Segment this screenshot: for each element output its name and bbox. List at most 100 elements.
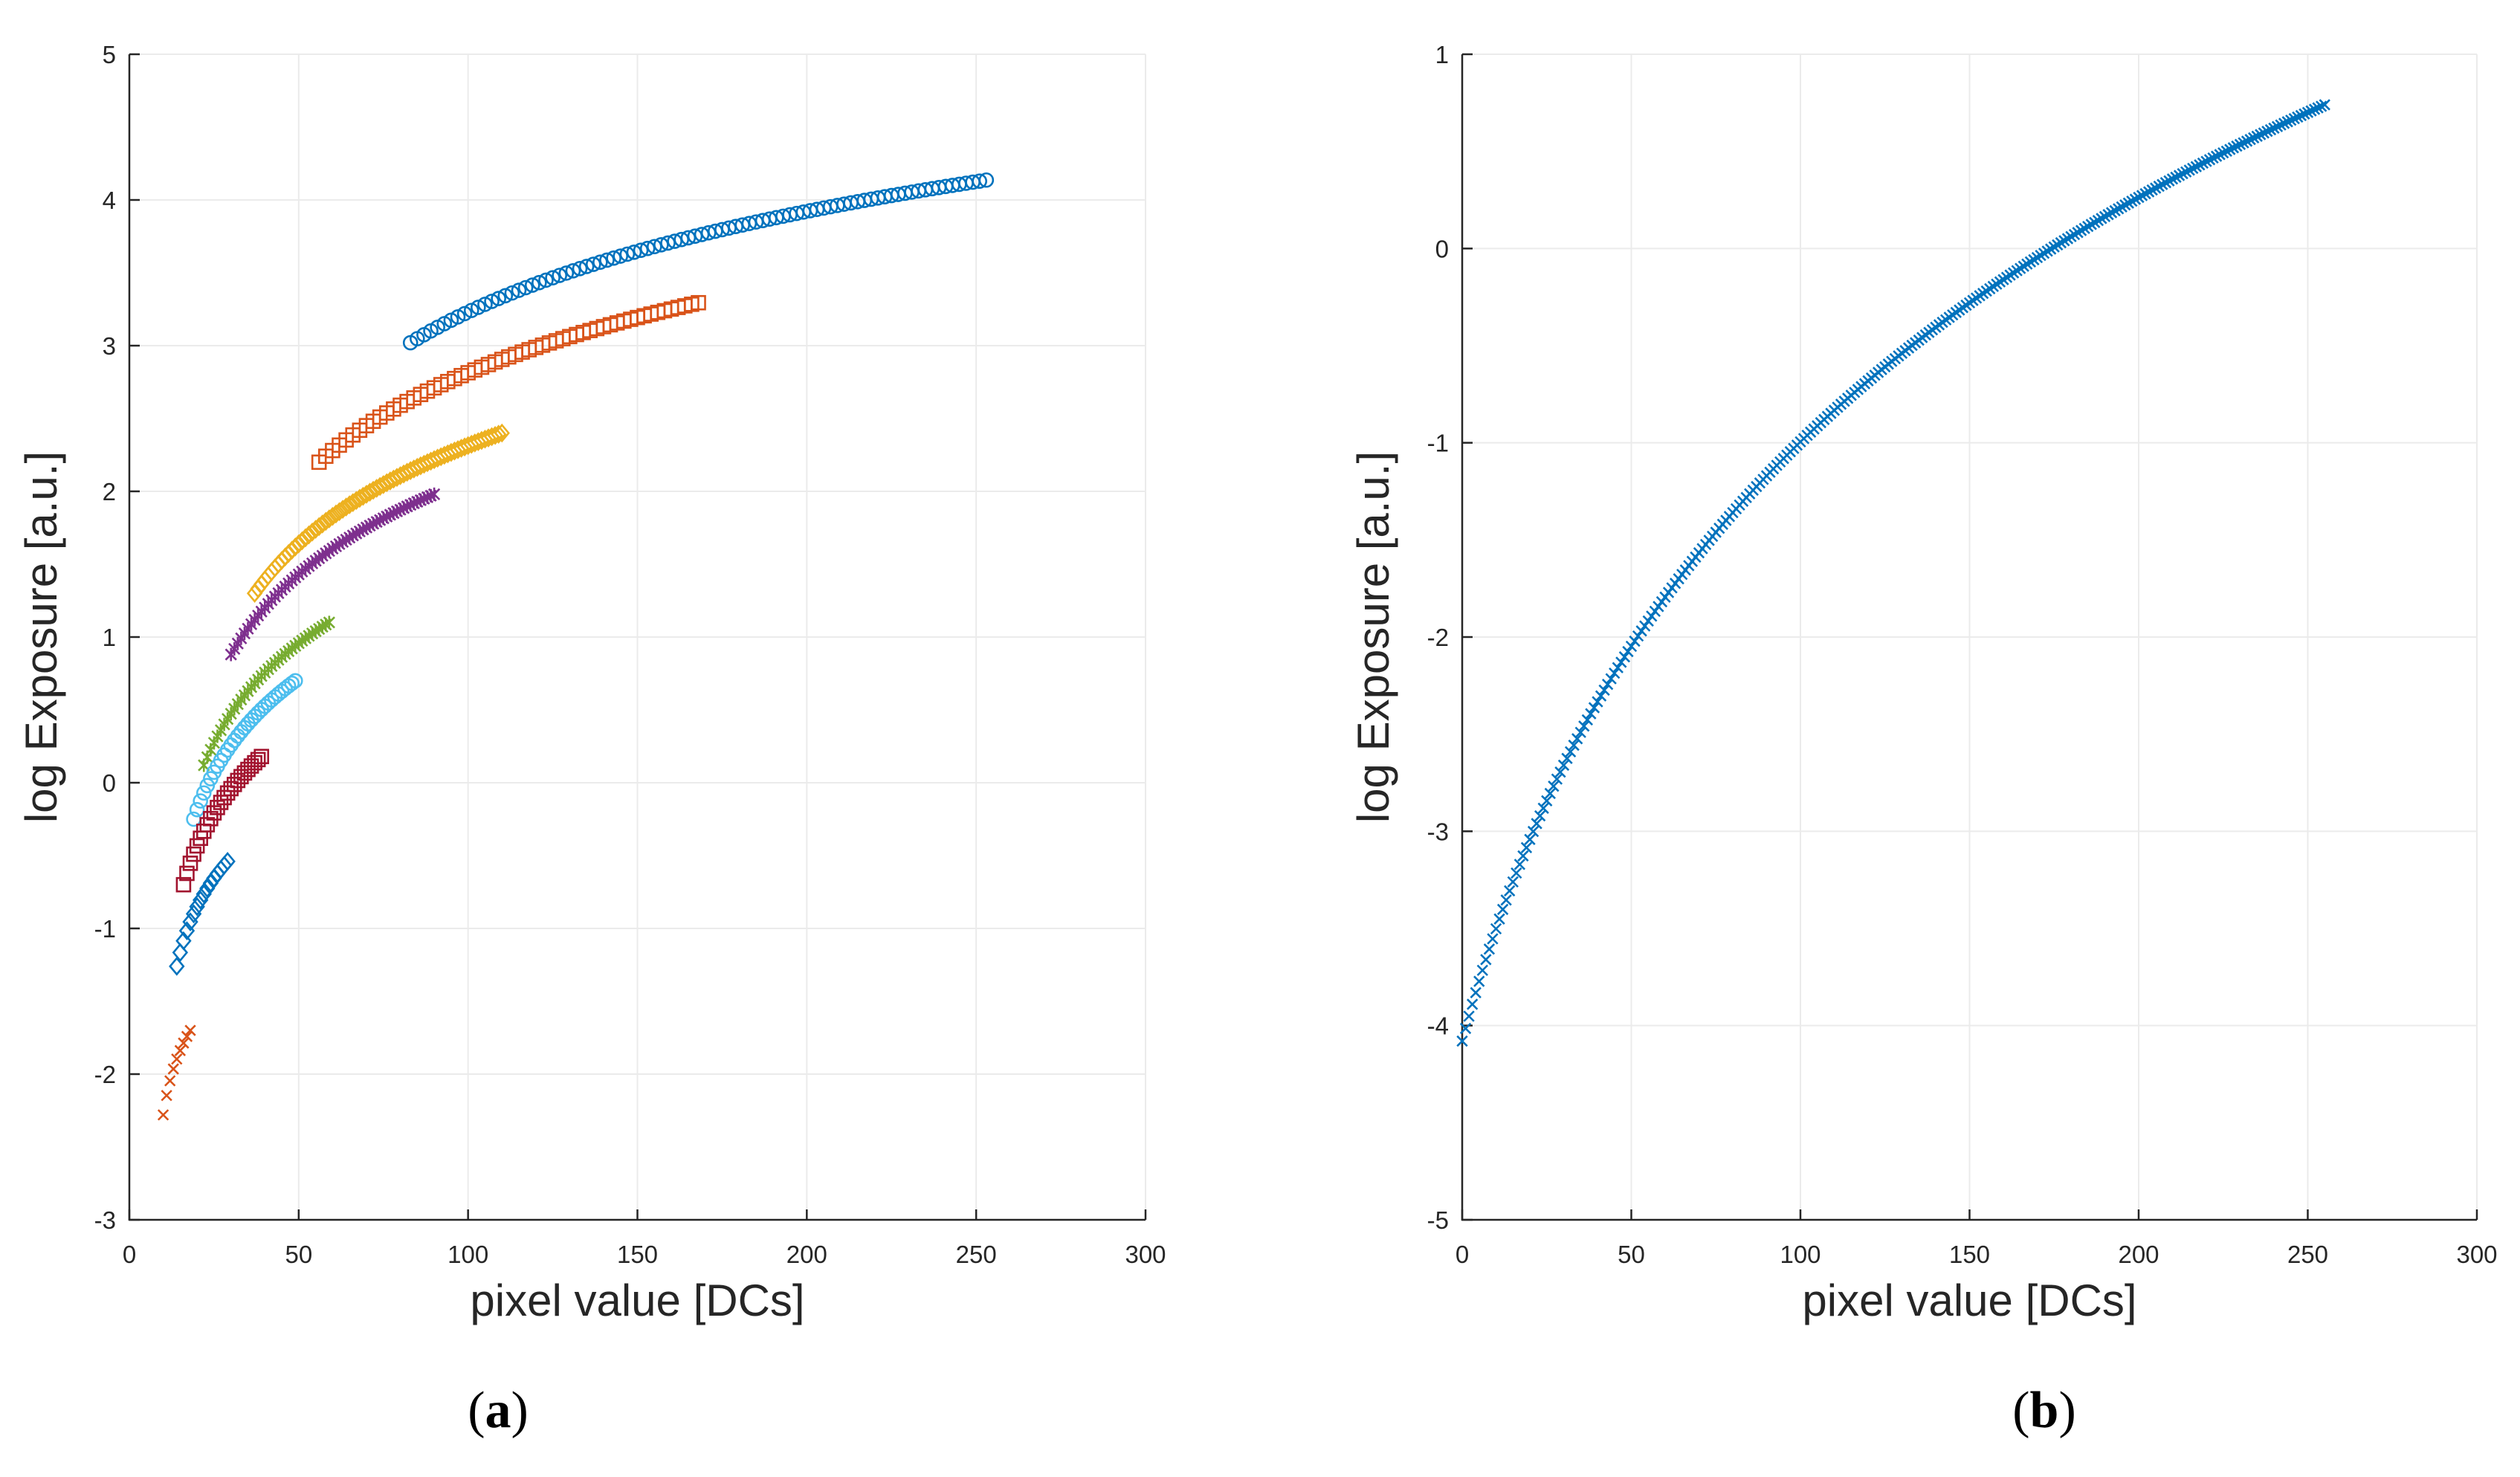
data-point	[2136, 190, 2148, 201]
panel-label-b: (b)	[2012, 1382, 2076, 1439]
y-tick-label: -3	[1427, 818, 1449, 845]
data-point	[599, 252, 615, 268]
data-point	[161, 1090, 172, 1102]
data-point	[1649, 605, 1661, 618]
data-point	[1496, 903, 1509, 916]
data-point	[532, 274, 547, 291]
data-point	[317, 511, 334, 531]
data-point	[2113, 203, 2125, 215]
series-1	[1456, 99, 2330, 1047]
data-point	[1592, 696, 1603, 708]
data-point	[2200, 155, 2212, 167]
data-point	[972, 173, 988, 189]
data-point	[1476, 964, 1488, 977]
data-point	[2308, 103, 2321, 115]
data-point	[331, 502, 348, 522]
x-tick-label: 150	[1949, 1241, 1990, 1268]
data-point	[639, 240, 656, 256]
data-point	[2159, 177, 2172, 189]
y-tick-label: -2	[94, 1061, 116, 1088]
data-point	[1487, 933, 1499, 945]
data-point	[1639, 620, 1651, 632]
data-point	[1507, 876, 1519, 888]
y-tick-label: -2	[1427, 624, 1449, 651]
data-point	[572, 261, 588, 277]
data-point	[1513, 859, 1526, 870]
y-tick-label: 0	[103, 769, 116, 797]
data-point	[565, 263, 581, 279]
y-tick-label: -4	[1427, 1012, 1449, 1040]
data-point	[178, 1037, 190, 1049]
series-1	[402, 172, 995, 351]
x-tick-label: 200	[2118, 1241, 2159, 1268]
data-point	[2288, 112, 2300, 125]
data-point	[613, 248, 629, 264]
data-point	[1561, 752, 1573, 765]
data-point	[348, 491, 364, 511]
marks-a	[157, 172, 995, 1121]
data-point	[592, 254, 608, 271]
data-point	[182, 856, 198, 871]
data-point	[230, 728, 246, 744]
data-point	[321, 509, 337, 529]
data-point	[2292, 111, 2304, 123]
data-point	[978, 172, 995, 188]
data-point	[294, 531, 311, 551]
x-tick-label: 150	[617, 1241, 658, 1268]
data-point	[2251, 130, 2263, 142]
data-point	[585, 256, 601, 272]
y-tick-label: 1	[1435, 41, 1449, 68]
data-point	[606, 250, 621, 266]
x-tick-label: 100	[1780, 1241, 1820, 1268]
x-tick-label: 50	[1618, 1241, 1645, 1268]
data-point	[2129, 193, 2142, 205]
data-point	[2268, 122, 2280, 135]
data-point	[196, 884, 212, 904]
series-6	[186, 673, 303, 827]
data-point	[287, 537, 303, 557]
data-point	[199, 879, 216, 898]
data-point	[517, 279, 534, 296]
data-point	[323, 615, 335, 630]
x-tick-label: 300	[1125, 1241, 1166, 1268]
y-tick-label: -5	[1427, 1206, 1449, 1234]
grid-b	[1461, 54, 2478, 1221]
data-point	[1601, 679, 1614, 691]
data-point	[1581, 714, 1594, 726]
data-point	[2210, 150, 2223, 162]
data-point	[1642, 615, 1654, 627]
data-point	[1493, 913, 1505, 925]
data-point	[1463, 1010, 1475, 1022]
data-point	[2264, 123, 2277, 136]
data-point	[345, 493, 361, 512]
data-point	[494, 423, 510, 443]
data-point	[545, 270, 560, 285]
series-3	[246, 423, 510, 604]
data-point	[2220, 145, 2232, 158]
y-axis-label-b: log Exposure [a.u.]	[1348, 451, 1398, 823]
y-tick-label: 3	[103, 332, 116, 360]
data-point	[1568, 739, 1580, 752]
data-point	[2180, 166, 2192, 178]
data-point	[1504, 885, 1516, 897]
y-tick-label: 4	[103, 187, 116, 214]
data-point	[1618, 651, 1631, 663]
data-point	[484, 294, 500, 309]
data-point	[2190, 161, 2203, 172]
data-point	[2150, 182, 2162, 194]
data-point	[2146, 184, 2158, 196]
data-point	[504, 285, 520, 301]
data-point	[202, 873, 219, 893]
data-point	[365, 480, 381, 500]
data-point	[1548, 780, 1560, 792]
x-tick-label: 250	[2287, 1241, 2328, 1268]
data-point	[497, 288, 514, 304]
x-tick-label: 300	[2456, 1241, 2497, 1268]
data-point	[626, 244, 642, 260]
data-point	[2197, 157, 2209, 169]
y-tick-label: -3	[94, 1206, 116, 1234]
series-5	[198, 615, 335, 772]
data-point	[193, 793, 208, 809]
data-point	[1554, 766, 1566, 778]
